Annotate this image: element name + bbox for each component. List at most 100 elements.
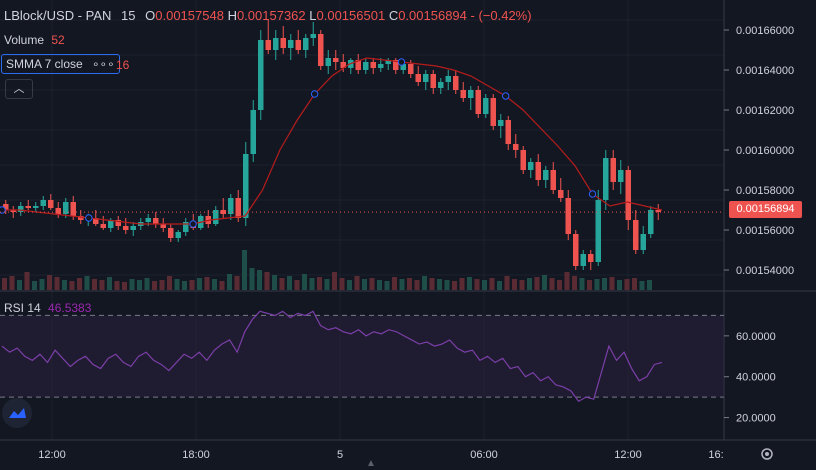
volume-bar bbox=[47, 275, 52, 290]
rsi-tick-label: 60.0000 bbox=[736, 331, 776, 343]
candle-body bbox=[355, 60, 361, 70]
volume-bar bbox=[182, 281, 187, 290]
candle-body bbox=[280, 38, 286, 48]
close-value: 0.00156894 bbox=[398, 8, 467, 23]
rsi-band bbox=[0, 315, 724, 398]
candle-body bbox=[408, 64, 414, 74]
smma-marker bbox=[588, 190, 597, 198]
volume-bar bbox=[234, 276, 240, 290]
tradingview-logo[interactable] bbox=[2, 398, 32, 428]
scroll-handle-icon[interactable]: ▲ bbox=[366, 458, 376, 469]
volume-bar bbox=[219, 281, 225, 290]
candle-body bbox=[153, 218, 159, 224]
candle-body bbox=[460, 90, 466, 98]
smma-marker bbox=[0, 206, 6, 214]
volume-bar bbox=[617, 280, 622, 290]
interval: 15 bbox=[121, 8, 136, 23]
volume-bar bbox=[444, 280, 450, 290]
volume-bar bbox=[497, 281, 502, 290]
volume-bar bbox=[17, 280, 22, 290]
time-tick-label: 16: bbox=[708, 449, 723, 461]
candle-body bbox=[340, 62, 346, 68]
volume-bar bbox=[84, 276, 90, 290]
candle-body bbox=[220, 210, 226, 214]
volume-bar bbox=[564, 272, 570, 290]
volume-bar bbox=[549, 278, 555, 290]
volume-bar bbox=[474, 279, 480, 290]
candle-body bbox=[55, 208, 61, 214]
volume-bar bbox=[24, 272, 30, 290]
volume-bar bbox=[579, 278, 585, 290]
candle-body bbox=[393, 60, 399, 70]
volume-bar bbox=[362, 279, 367, 290]
volume-bar bbox=[129, 279, 135, 290]
volume-bar bbox=[69, 281, 75, 290]
volume-bar bbox=[62, 280, 67, 290]
smma-marker bbox=[397, 58, 406, 66]
candle-body bbox=[588, 254, 594, 262]
price-tick-label: 0.00164000 bbox=[736, 65, 794, 77]
rsi-legend[interactable]: RSI 14 46.5383 bbox=[4, 301, 91, 315]
volume-bar bbox=[519, 280, 525, 290]
candle-body bbox=[228, 198, 234, 214]
volume-bar bbox=[92, 279, 97, 290]
candle-body bbox=[640, 234, 646, 250]
volume-bar bbox=[152, 281, 157, 290]
smma-line bbox=[2, 57, 663, 225]
volume-bar bbox=[249, 268, 255, 290]
volume-label: Volume bbox=[4, 33, 45, 47]
more-options-icon[interactable]: ∘∘∘ bbox=[92, 57, 115, 71]
candle-body bbox=[25, 206, 31, 208]
high-value: 0.00157362 bbox=[236, 8, 306, 23]
volume-bar bbox=[287, 276, 292, 290]
symbol-name[interactable]: LBlock/USD - PAN bbox=[4, 8, 112, 23]
candle-body bbox=[595, 200, 601, 262]
smma-marker bbox=[85, 214, 93, 222]
candle-body bbox=[415, 74, 421, 82]
candle-body bbox=[400, 64, 406, 70]
candle-body bbox=[93, 218, 99, 224]
volume-bar bbox=[534, 277, 540, 290]
time-tick-label: 12:00 bbox=[38, 449, 66, 461]
settings-gear-icon[interactable] bbox=[757, 444, 777, 464]
collapse-legend-button[interactable]: ︿ bbox=[5, 79, 33, 99]
candle-body bbox=[520, 150, 526, 170]
candle-body bbox=[423, 74, 429, 82]
candle-body bbox=[475, 90, 481, 114]
volume-bar bbox=[144, 278, 150, 290]
candle-body bbox=[273, 38, 279, 50]
volume-bar bbox=[227, 274, 232, 290]
volume-bar bbox=[414, 280, 420, 290]
candle-body bbox=[528, 162, 534, 170]
candle-body bbox=[310, 34, 316, 38]
volume-bar bbox=[639, 281, 645, 290]
candle-body bbox=[505, 120, 511, 144]
volume-bar bbox=[264, 272, 270, 290]
candle-body bbox=[453, 76, 459, 90]
candle-body bbox=[490, 98, 496, 126]
volume-bar bbox=[527, 278, 532, 290]
volume-bar bbox=[354, 276, 360, 290]
candle-body bbox=[550, 170, 556, 190]
smma-marker bbox=[310, 90, 319, 98]
volume-bar bbox=[54, 277, 60, 290]
volume-legend[interactable]: Volume 52 bbox=[4, 33, 65, 47]
candle-body bbox=[48, 200, 54, 208]
volume-bar bbox=[2, 278, 7, 290]
candle-body bbox=[288, 40, 294, 48]
volume-bar bbox=[339, 278, 345, 290]
rsi-label: RSI 14 bbox=[4, 301, 41, 315]
volume-bar bbox=[197, 278, 202, 290]
candle-body bbox=[130, 226, 136, 230]
candle-body bbox=[633, 220, 639, 250]
smma-marker bbox=[501, 92, 510, 100]
smma-legend[interactable]: SMMA 7 close ∘∘∘ bbox=[1, 54, 120, 74]
candle-body bbox=[33, 206, 39, 208]
chevron-up-icon: ︿ bbox=[13, 83, 25, 95]
volume-bar bbox=[587, 280, 592, 290]
candle-body bbox=[385, 60, 391, 64]
volume-bar bbox=[114, 281, 120, 290]
candle-body bbox=[115, 220, 121, 226]
candle-body bbox=[625, 170, 631, 220]
